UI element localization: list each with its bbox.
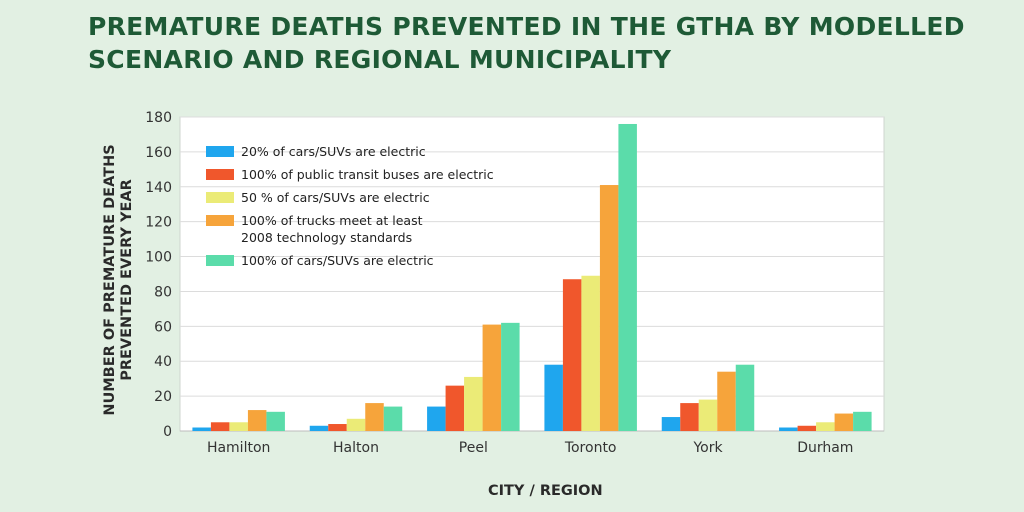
legend-swatch: [206, 192, 234, 203]
legend-label: 100% of cars/SUVs are electric: [241, 253, 434, 268]
legend-swatch: [206, 146, 234, 157]
bar: [427, 406, 446, 431]
bar: [680, 403, 699, 431]
y-tick-label: 0: [163, 424, 172, 440]
legend-swatch: [206, 169, 234, 180]
bar: [618, 123, 637, 431]
bar: [544, 364, 563, 431]
bar: [210, 422, 230, 431]
bar: [735, 364, 755, 431]
bar: [309, 425, 329, 431]
y-tick-label: 40: [154, 354, 172, 370]
bar: [365, 403, 384, 431]
bar: [464, 376, 483, 431]
bar: [501, 322, 520, 431]
x-tick-label: York: [692, 440, 723, 456]
bar: [717, 371, 736, 431]
x-tick-label: Halton: [333, 440, 379, 456]
bar: [698, 399, 718, 431]
legend-label: 50 % of cars/SUVs are electric: [241, 190, 430, 205]
bar: [779, 427, 798, 431]
y-tick-label: 20: [154, 389, 172, 405]
legend-label: 20% of cars/SUVs are electric: [241, 144, 426, 159]
bar: [853, 411, 872, 431]
plot-area: [179, 116, 885, 432]
x-tick-label: Peel: [459, 440, 488, 456]
legend-swatch: [206, 255, 234, 266]
y-tick-label: 80: [154, 284, 172, 300]
bar: [247, 410, 267, 431]
legend-label: 100% of public transit buses are electri…: [241, 167, 494, 182]
bar: [346, 418, 366, 431]
legend-swatch: [206, 215, 234, 226]
bar: [445, 385, 465, 431]
bar: [797, 425, 817, 431]
y-tick-label: 120: [145, 215, 172, 231]
bar: [328, 424, 347, 431]
bar: [816, 422, 835, 431]
legend-label: 100% of trucks meet at least: [241, 213, 423, 228]
bar: [581, 275, 600, 431]
y-tick-label: 60: [154, 319, 172, 335]
bar: [383, 406, 403, 431]
y-tick-label: 140: [145, 180, 172, 196]
legend-label: 2008 technology standards: [241, 230, 412, 245]
bar: [562, 279, 582, 431]
y-tick-label: 180: [145, 110, 172, 126]
chart-title-line-1: PREMATURE DEATHS PREVENTED IN THE GTHA B…: [88, 12, 965, 41]
y-tick-label: 100: [145, 250, 172, 266]
chart-title-line-2: SCENARIO AND REGIONAL MUNICIPALITY: [88, 45, 672, 74]
bar: [192, 427, 211, 431]
bar: [834, 413, 854, 431]
bar: [599, 185, 619, 431]
bar: [229, 422, 248, 431]
bar: [482, 324, 502, 431]
y-tick-label: 160: [145, 145, 172, 161]
x-tick-label: Durham: [797, 440, 853, 456]
x-axis-label: CITY / REGION: [488, 483, 603, 499]
x-tick-label: Toronto: [564, 440, 617, 456]
x-tick-label: Hamilton: [207, 440, 270, 456]
bar: [661, 417, 681, 431]
chart-title: PREMATURE DEATHS PREVENTED IN THE GTHA B…: [88, 10, 988, 76]
bar: [266, 411, 285, 431]
